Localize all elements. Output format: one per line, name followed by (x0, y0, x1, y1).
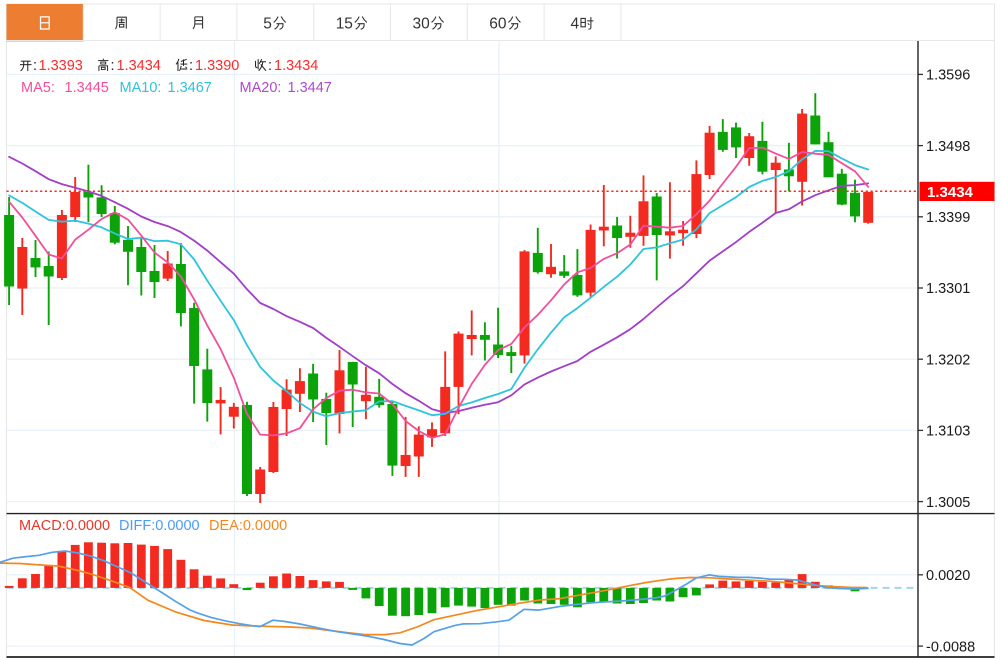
svg-text:1.3447: 1.3447 (288, 80, 332, 96)
svg-text::: : (189, 58, 193, 74)
svg-text:1.3103: 1.3103 (926, 424, 970, 440)
svg-text:1.3202: 1.3202 (926, 352, 970, 368)
svg-text:MACD:0.0000: MACD:0.0000 (19, 518, 110, 534)
svg-text:MA20:: MA20: (240, 80, 282, 96)
svg-text:4: 4 (571, 16, 580, 33)
svg-text:1.3467: 1.3467 (168, 80, 212, 96)
svg-text:DIFF:0.0000: DIFF:0.0000 (119, 518, 200, 534)
svg-text:15: 15 (336, 16, 353, 33)
svg-text::: : (111, 58, 115, 74)
svg-text:MA5:: MA5: (21, 80, 55, 96)
svg-text:0.0020: 0.0020 (926, 568, 970, 584)
svg-text:1.3005: 1.3005 (926, 495, 970, 511)
svg-text:1.3434: 1.3434 (274, 58, 318, 74)
svg-text:-0.0088: -0.0088 (926, 639, 975, 655)
svg-text:1.3390: 1.3390 (195, 58, 239, 74)
svg-text:1.3498: 1.3498 (926, 139, 970, 155)
svg-text:1.3301: 1.3301 (926, 281, 970, 297)
svg-text:1.3434: 1.3434 (927, 184, 974, 201)
svg-text:30: 30 (413, 16, 431, 33)
svg-text:MA10:: MA10: (120, 80, 162, 96)
svg-text:1.3445: 1.3445 (65, 80, 109, 96)
svg-text:1.3596: 1.3596 (926, 68, 970, 84)
svg-text:60: 60 (489, 16, 507, 33)
svg-text:1.3393: 1.3393 (39, 58, 83, 74)
svg-text:DEA:0.0000: DEA:0.0000 (209, 518, 287, 534)
svg-text::: : (33, 58, 37, 74)
svg-text:1.3434: 1.3434 (117, 58, 161, 74)
svg-text::: : (268, 58, 272, 74)
svg-text:5: 5 (263, 16, 272, 33)
svg-text:1.3399: 1.3399 (926, 210, 970, 226)
